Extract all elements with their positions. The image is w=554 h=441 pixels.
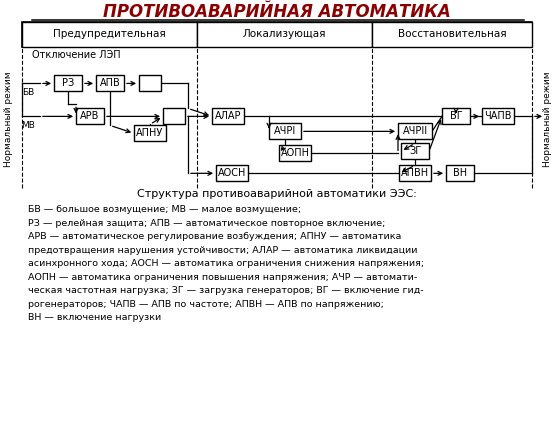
Text: АЧРI: АЧРI xyxy=(274,127,296,136)
FancyBboxPatch shape xyxy=(96,75,124,91)
Text: АПВН: АПВН xyxy=(401,168,429,178)
FancyBboxPatch shape xyxy=(134,125,166,142)
FancyBboxPatch shape xyxy=(269,123,301,139)
Text: Нормальный режим: Нормальный режим xyxy=(542,71,551,167)
FancyBboxPatch shape xyxy=(446,165,474,181)
Text: Отключение ЛЭП: Отключение ЛЭП xyxy=(32,50,121,60)
Text: ВГ: ВГ xyxy=(450,112,463,121)
Text: ЗГ: ЗГ xyxy=(409,146,421,157)
Text: Локализующая: Локализующая xyxy=(243,30,326,40)
Text: Структура противоаварийной автоматики ЭЭС:: Структура противоаварийной автоматики ЭЭ… xyxy=(137,189,417,199)
Text: рогенераторов; ЧАПВ — АПВ по частоте; АПВН — АПВ по напряжению;: рогенераторов; ЧАПВ — АПВ по частоте; АП… xyxy=(28,300,384,309)
FancyBboxPatch shape xyxy=(279,146,311,161)
Text: АПНУ: АПНУ xyxy=(136,128,163,138)
Text: АРВ: АРВ xyxy=(80,112,100,121)
Text: АОПН — автоматика ограничения повышения напряжения; АЧР — автомати-: АОПН — автоматика ограничения повышения … xyxy=(28,273,417,282)
FancyBboxPatch shape xyxy=(22,22,532,48)
Text: АРВ — автоматическое регулирование возбуждения; АПНУ — автоматика: АРВ — автоматическое регулирование возбу… xyxy=(28,232,402,241)
FancyBboxPatch shape xyxy=(139,75,161,91)
Text: ПРОТИВОАВАРИЙНАЯ АВТОМАТИКА: ПРОТИВОАВАРИЙНАЯ АВТОМАТИКА xyxy=(103,3,451,21)
Text: АОСН: АОСН xyxy=(218,168,246,178)
FancyBboxPatch shape xyxy=(372,22,532,48)
FancyBboxPatch shape xyxy=(163,108,185,124)
FancyBboxPatch shape xyxy=(399,165,431,181)
FancyBboxPatch shape xyxy=(197,22,372,48)
Text: ЧАПВ: ЧАПВ xyxy=(484,112,512,121)
Text: БВ — большое возмущение; МВ — малое возмущение;: БВ — большое возмущение; МВ — малое возм… xyxy=(28,205,301,214)
Text: асинхронного хода; АОСН — автоматика ограничения снижения напряжения;: асинхронного хода; АОСН — автоматика огр… xyxy=(28,259,424,268)
FancyBboxPatch shape xyxy=(401,143,429,159)
Text: Восстановительная: Восстановительная xyxy=(398,30,506,40)
FancyBboxPatch shape xyxy=(482,108,514,124)
Text: АЧРII: АЧРII xyxy=(402,127,428,136)
Text: РЗ: РЗ xyxy=(62,78,74,89)
FancyBboxPatch shape xyxy=(398,123,432,139)
Text: Нормальный режим: Нормальный режим xyxy=(4,71,13,167)
Text: ческая частотная нагрузка; ЗГ — загрузка генераторов; ВГ — включение гид-: ческая частотная нагрузка; ЗГ — загрузка… xyxy=(28,286,424,295)
Text: АОПН: АОПН xyxy=(280,148,310,158)
Text: предотвращения нарушения устойчивости; АЛАР — автоматика ликвидации: предотвращения нарушения устойчивости; А… xyxy=(28,246,418,255)
Text: РЗ — релейная защита; АПВ — автоматическое повторное включение;: РЗ — релейная защита; АПВ — автоматическ… xyxy=(28,219,386,228)
FancyBboxPatch shape xyxy=(76,108,104,124)
FancyBboxPatch shape xyxy=(212,108,244,124)
FancyBboxPatch shape xyxy=(22,22,197,48)
FancyBboxPatch shape xyxy=(216,165,248,181)
Text: Предупредительная: Предупредительная xyxy=(53,30,166,40)
FancyBboxPatch shape xyxy=(54,75,82,91)
Text: БВ: БВ xyxy=(22,89,34,97)
Text: ВН: ВН xyxy=(453,168,467,178)
Text: АПВ: АПВ xyxy=(100,78,120,89)
Text: АЛАР: АЛАР xyxy=(215,112,241,121)
Text: МВ: МВ xyxy=(21,121,35,131)
FancyBboxPatch shape xyxy=(442,108,470,124)
Text: ВН — включение нагрузки: ВН — включение нагрузки xyxy=(28,313,161,322)
